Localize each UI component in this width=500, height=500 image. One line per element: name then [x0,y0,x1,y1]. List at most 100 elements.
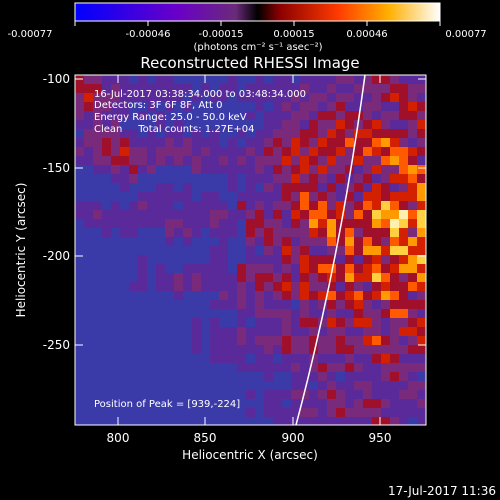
heatmap-cell [354,408,363,417]
heatmap-cell [201,336,210,345]
heatmap-cell [147,120,156,129]
heatmap-cell [174,336,183,345]
heatmap-cell [354,84,363,93]
heatmap-cell [291,120,300,129]
heatmap-cell [84,363,93,372]
heatmap-cell [93,336,102,345]
heatmap-cell [408,183,417,192]
heatmap-cell [318,417,327,425]
heatmap-cell [165,102,174,111]
heatmap-cell [408,228,417,237]
heatmap-cell [372,111,381,120]
heatmap-cell [219,129,228,138]
heatmap-cell [273,138,282,147]
x-tick-label: 800 [107,431,130,445]
heatmap-cell [417,327,426,336]
heatmap-cell [345,111,354,120]
heatmap-cell [192,273,201,282]
heatmap-cell [399,75,408,84]
heatmap-cell [282,84,291,93]
heatmap-cell [282,219,291,228]
heatmap-cell [273,174,282,183]
heatmap-cell [300,237,309,246]
heatmap-cell [246,120,255,129]
heatmap-cell [327,138,336,147]
heatmap-cell [192,363,201,372]
heatmap-cell [255,147,264,156]
heatmap-cell [318,336,327,345]
heatmap-cell [381,390,390,399]
colorbar-tick-label: 0.00046 [346,29,387,40]
heatmap-cell [138,327,147,336]
heatmap-cell [237,174,246,183]
heatmap-cell [165,363,174,372]
heatmap-cell [237,93,246,102]
heatmap-cell [165,201,174,210]
heatmap-cell [390,417,399,425]
heatmap-cell [318,165,327,174]
heatmap-cell [75,327,84,336]
heatmap-cell [291,93,300,102]
heatmap-cell [264,201,273,210]
heatmap-cell [183,390,192,399]
heatmap-cell [129,84,138,93]
heatmap-cell [156,300,165,309]
heatmap-cell [309,75,318,84]
heatmap-cell [255,390,264,399]
heatmap-cell [219,327,228,336]
heatmap-cell [372,336,381,345]
heatmap-cell [174,372,183,381]
heatmap-cell [102,399,111,408]
heatmap-cell [381,309,390,318]
heatmap-cell [138,273,147,282]
heatmap-cell [300,156,309,165]
heatmap-cell [210,120,219,129]
heatmap-cell [300,372,309,381]
heatmap-cell [228,75,237,84]
heatmap-cell [228,282,237,291]
heatmap-cell [237,120,246,129]
heatmap-cell [345,354,354,363]
heatmap-cell [264,318,273,327]
heatmap-cell [336,255,345,264]
heatmap-cell [75,93,84,102]
plot-frame [74,74,427,426]
heatmap-cell [201,318,210,327]
y-tick-label: -150 [43,161,70,175]
heatmap-cell [354,93,363,102]
heatmap-cell [336,381,345,390]
heatmap-cell [111,246,120,255]
heatmap-cell [147,273,156,282]
heatmap-cell [327,255,336,264]
heatmap-cell [147,147,156,156]
heatmap-cell [336,147,345,156]
heatmap-cell [75,318,84,327]
heatmap-cell [390,408,399,417]
heatmap-cell [174,282,183,291]
heatmap-cell [174,381,183,390]
heatmap-cell [255,336,264,345]
heatmap-cell [111,84,120,93]
heatmap-cell [138,291,147,300]
heatmap-cell [291,192,300,201]
heatmap-cell [300,309,309,318]
heatmap-cell [219,84,228,93]
heatmap-cell [327,345,336,354]
heatmap-cell [237,300,246,309]
heatmap-cell [102,219,111,228]
heatmap-cell [237,210,246,219]
heatmap-cell [273,219,282,228]
heatmap-cell [75,192,84,201]
heatmap-cell [291,291,300,300]
heatmap-cell [111,210,120,219]
heatmap-cell [390,165,399,174]
heatmap-cell [192,327,201,336]
heatmap-cell [354,174,363,183]
heatmap-cell [399,408,408,417]
heatmap-cell [102,417,111,425]
colorbar-tick-label: 0.00015 [273,29,314,40]
heatmap-cell [147,228,156,237]
heatmap-cell [165,381,174,390]
heatmap-cell [318,147,327,156]
heatmap-cell [372,291,381,300]
